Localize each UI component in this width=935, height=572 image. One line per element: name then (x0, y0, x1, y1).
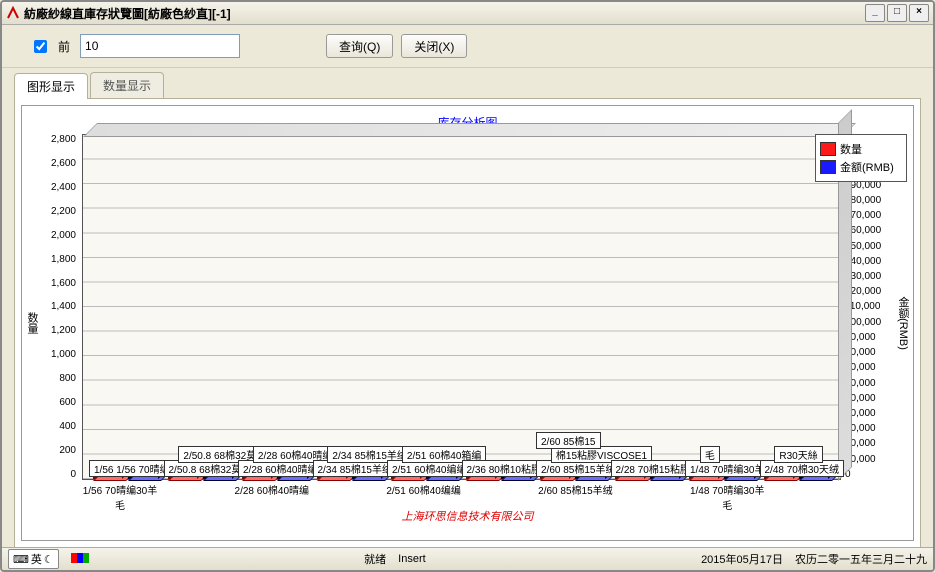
close-panel-button[interactable]: 关闭(X) (401, 34, 467, 58)
ime-indicator[interactable]: ⌨ 英 ☾ (8, 549, 59, 569)
y-left-tick: 1,200 (42, 325, 76, 336)
ime-icon: ⌨ (13, 553, 29, 566)
mini-bars-icon (71, 553, 89, 566)
status-ready: 就绪 (364, 551, 386, 567)
chart-canvas: 库存分析图 数量 金额(RMB) 2,8002,6002,4002,2002,0… (21, 105, 914, 541)
close-button[interactable]: × (909, 4, 929, 22)
y-left-tick: 0 (42, 469, 76, 480)
y-left-tick: 1,000 (42, 349, 76, 360)
window-title: 紡廠紗線直庫存狀覽圖[紡廠色紗直][-1] (24, 5, 865, 22)
tab-strip: 图形显示 数量显示 (2, 72, 933, 98)
status-date: 2015年05月17日 (701, 551, 783, 567)
status-bar: ⌨ 英 ☾ 就绪 Insert 2015年05月17日 农历二零一五年三月二十九 (2, 547, 933, 570)
legend-swatch-qty (820, 142, 836, 156)
x-tick: 1/48 70晴编30羊毛 (689, 482, 765, 506)
y-axis-right-label: 金额(RMB) (895, 296, 911, 350)
plot-area: 1/56 1/56 70晴编30羊毛2/50.8 68棉32莫代爾2/50.8 … (82, 134, 841, 480)
app-icon (6, 6, 20, 20)
y-right-tick: 120,000 (845, 286, 895, 297)
top-n-input[interactable] (80, 34, 240, 58)
y-left-tick: 2,400 (42, 182, 76, 193)
x-tick: 2/51 60棉40编编 (386, 482, 462, 506)
y-right-tick: 130,000 (845, 271, 895, 282)
y-left-tick: 600 (42, 397, 76, 408)
bars-container: 1/56 1/56 70晴编30羊毛2/50.8 68棉32莫代爾2/50.8 … (83, 135, 840, 479)
legend-qty: 数量 (820, 141, 902, 157)
y-left-tick: 400 (42, 421, 76, 432)
x-tick (310, 482, 386, 506)
x-tick: 2/60 85棉15羊绒 (537, 482, 613, 506)
y-left-tick: 1,400 (42, 301, 76, 312)
chart-footer: 上海环思信息技术有限公司 (22, 508, 913, 524)
y-right-tick: 0 (845, 469, 895, 480)
y-right-tick: 30,000 (845, 423, 895, 434)
y-left-tick: 2,000 (42, 230, 76, 241)
y-right-tick: 10,000 (845, 454, 895, 465)
x-tick (613, 482, 689, 506)
legend-label-qty: 数量 (840, 141, 862, 157)
x-axis-ticks: 1/56 70晴编30羊毛 2/28 60棉40晴编 2/51 60棉40编编 2/6… (82, 482, 841, 506)
callout: R30天絲 (774, 446, 822, 463)
y-right-tick: 150,000 (845, 241, 895, 252)
callout: 2/60 85棉15 (536, 432, 601, 449)
callout: 毛 (700, 446, 720, 463)
ime-text: 英 (31, 551, 42, 567)
y-axis-left-label: 数量 (24, 312, 40, 334)
window-buttons: _ □ × (865, 4, 929, 22)
y-right-tick: 70,000 (845, 362, 895, 373)
query-button[interactable]: 查询(Q) (326, 34, 393, 58)
status-insert: Insert (398, 553, 426, 565)
x-tick (158, 482, 234, 506)
y-left-tick: 2,800 (42, 134, 76, 145)
y-right-tick: 50,000 (845, 393, 895, 404)
maximize-button[interactable]: □ (887, 4, 907, 22)
x-tick (462, 482, 538, 506)
tab-graph[interactable]: 图形显示 (14, 73, 88, 99)
y-left-tick: 200 (42, 445, 76, 456)
y-right-tick: 160,000 (845, 225, 895, 236)
y-right-tick: 180,000 (845, 195, 895, 206)
x-tick: 2/28 60棉40晴编 (234, 482, 310, 506)
tab-data[interactable]: 数量显示 (90, 72, 164, 98)
y-right-tick: 60,000 (845, 378, 895, 389)
app-window: 紡廠紗線直庫存狀覽圖[紡廠色紗直][-1] _ □ × 前 查询(Q) 关闭(X… (0, 0, 935, 572)
ime-moon-icon: ☾ (44, 553, 54, 566)
y-right-tick: 40,000 (845, 408, 895, 419)
y-axis-left-ticks: 2,800 2,600 2,400 2,200 2,000 1,800 1,600 1,400… (42, 134, 76, 480)
status-lunar: 农历二零一五年三月二十九 (795, 551, 927, 567)
y-left-tick: 1,600 (42, 278, 76, 289)
x-tick (765, 482, 841, 506)
legend-amt: 金额(RMB) (820, 159, 902, 175)
y-right-tick: 170,000 (845, 210, 895, 221)
y-right-tick: 110,000 (845, 301, 895, 312)
y-right-tick: 140,000 (845, 256, 895, 267)
x-tick: 1/56 70晴编30羊毛 (82, 482, 158, 506)
y-axis-right-ticks: 220,000210,000200,000190,000180,000170,0… (845, 134, 895, 480)
y-left-tick: 2,600 (42, 158, 76, 169)
legend-swatch-amt (820, 160, 836, 174)
legend-label-amt: 金额(RMB) (840, 159, 894, 175)
minimize-button[interactable]: _ (865, 4, 885, 22)
top-n-checkbox[interactable] (34, 40, 47, 53)
legend: 数量 金额(RMB) (815, 134, 907, 182)
chart-panel: 库存分析图 数量 金额(RMB) 2,8002,6002,4002,2002,0… (14, 98, 921, 548)
y-left-tick: 800 (42, 373, 76, 384)
y-left-tick: 1,800 (42, 254, 76, 265)
toolbar: 前 查询(Q) 关闭(X) (2, 25, 933, 68)
y-right-tick: 80,000 (845, 347, 895, 358)
y-right-tick: 20,000 (845, 438, 895, 449)
y-right-tick: 100,000 (845, 317, 895, 328)
top-n-label: 前 (58, 38, 70, 55)
y-left-tick: 2,200 (42, 206, 76, 217)
titlebar: 紡廠紗線直庫存狀覽圖[紡廠色紗直][-1] _ □ × (2, 2, 933, 25)
y-right-tick: 90,000 (845, 332, 895, 343)
